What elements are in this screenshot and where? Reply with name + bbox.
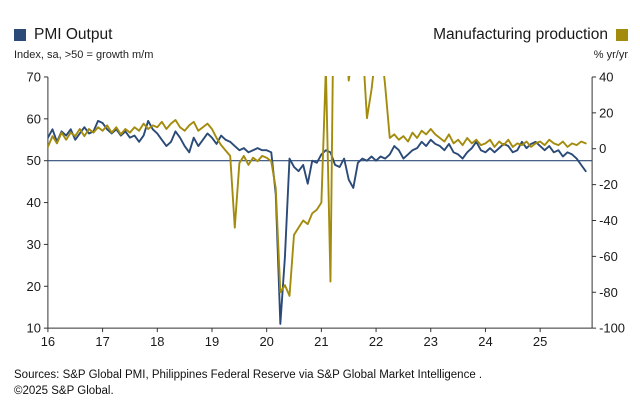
- line-chart: 10 20 30 40 50 60 70 -100 -80 -60 -40 -20 0 20 40 16 17 1…: [14, 67, 628, 360]
- y-right-tick-label: -80: [599, 285, 618, 300]
- x-tick-label: 21: [314, 334, 328, 349]
- legend: PMI Output Manufacturing production: [14, 26, 628, 44]
- y-right-tick-label: 0: [599, 141, 606, 156]
- pmi-output-legend-label: PMI Output: [34, 26, 113, 43]
- y-right-tick-label: 20: [599, 105, 613, 120]
- y-right-tick-label: -60: [599, 249, 618, 264]
- y-right-tick-label: 40: [599, 70, 613, 85]
- x-tick-label: 16: [41, 334, 55, 349]
- manufacturing-production-legend-label: Manufacturing production: [433, 26, 608, 43]
- y-right-tick-label: -100: [599, 321, 625, 336]
- y-left-tick-label: 40: [27, 195, 41, 210]
- x-tick-label: 25: [533, 334, 547, 349]
- y-left-tick-label: 20: [27, 279, 41, 294]
- pmi-output-swatch: [14, 29, 26, 41]
- right-axis-subtitle: % yr/yr: [593, 49, 628, 61]
- x-tick-label: 18: [150, 334, 164, 349]
- y-left-tick-label: 70: [27, 70, 41, 85]
- y-left-tick-label: 10: [27, 321, 41, 336]
- x-tick-label: 17: [95, 334, 109, 349]
- legend-item-manufacturing-production: Manufacturing production: [433, 26, 628, 44]
- x-tick-label: 19: [205, 334, 219, 349]
- y-left-tick-label: 50: [27, 153, 41, 168]
- x-tick-label: 24: [478, 334, 492, 349]
- copyright-note: ©2025 S&P Global.: [14, 384, 114, 397]
- x-tick-label: 22: [369, 334, 383, 349]
- x-tick-label: 23: [424, 334, 438, 349]
- sources-note: Sources: S&P Global PMI, Philippines Fed…: [14, 369, 483, 382]
- legend-item-pmi-output: PMI Output: [14, 26, 112, 44]
- manufacturing-production-swatch: [616, 29, 628, 41]
- footer: Sources: S&P Global PMI, Philippines Fed…: [14, 368, 628, 399]
- y-right-tick-label: -40: [599, 213, 618, 228]
- pmi-output-line: [47, 119, 587, 325]
- left-axis-subtitle: Index, sa, >50 = growth m/m: [14, 49, 154, 61]
- y-right-tick-label: -20: [599, 177, 618, 192]
- axis-subtitles: Index, sa, >50 = growth m/m % yr/yr: [14, 49, 628, 61]
- y-left-tick-label: 30: [27, 237, 41, 252]
- x-tick-label: 20: [259, 334, 273, 349]
- y-left-tick-label: 60: [27, 111, 41, 126]
- manufacturing-production-line: [47, 75, 587, 297]
- chart-svg: 10 20 30 40 50 60 70 -100 -80 -60 -40 -20 0 20 40 16 17 1…: [27, 70, 625, 350]
